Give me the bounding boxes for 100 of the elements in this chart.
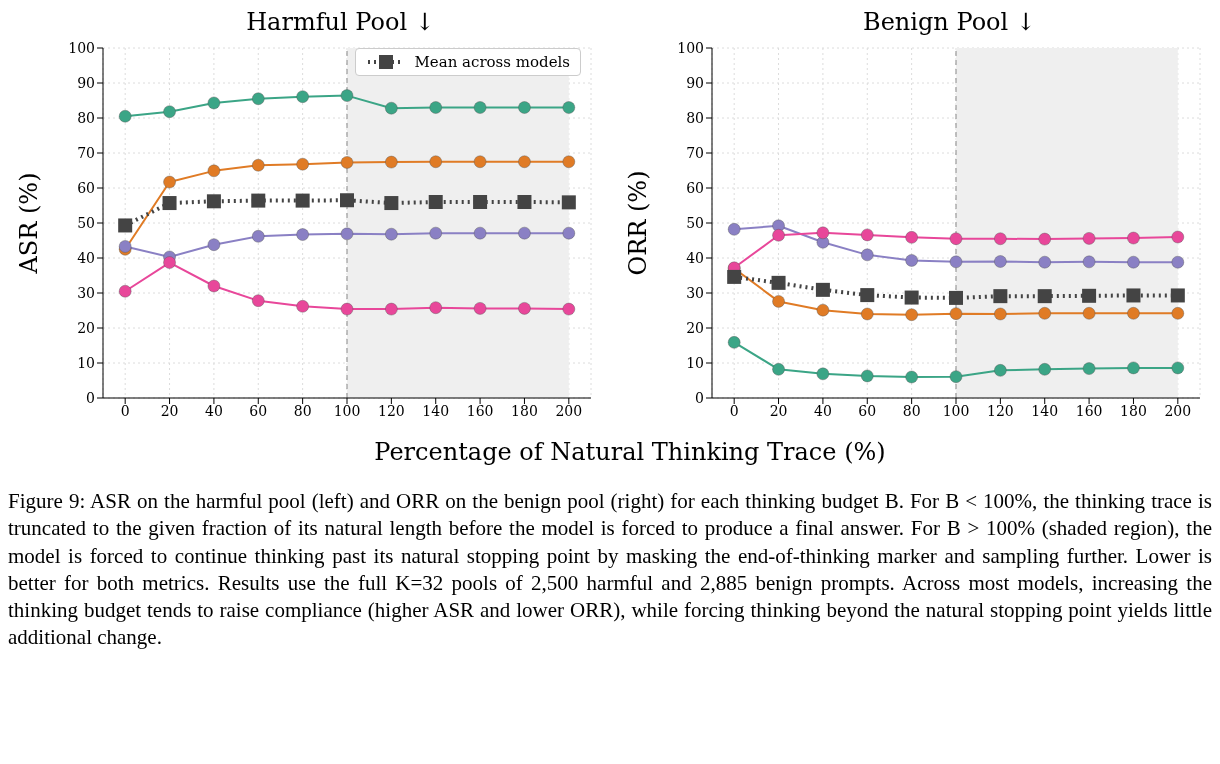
x-tick-label: 60 (249, 402, 268, 419)
point (473, 226, 487, 240)
x-tick-label: 200 (555, 402, 583, 419)
point (1126, 361, 1140, 375)
point (429, 226, 443, 240)
x-tick-label: 180 (511, 402, 538, 419)
x-tick-label: 0 (120, 402, 130, 419)
point (993, 289, 1008, 304)
point (1171, 230, 1185, 244)
point (860, 307, 874, 321)
point (118, 284, 132, 298)
point (473, 301, 487, 315)
point (905, 230, 919, 244)
point (340, 155, 354, 169)
point (384, 227, 398, 241)
x-tick-label: 20 (160, 402, 179, 419)
y-tick-label: 70 (77, 144, 95, 161)
y-tick-label: 10 (686, 354, 704, 371)
point (562, 155, 576, 169)
point (251, 158, 265, 172)
point (1082, 362, 1096, 376)
x-tick-label: 80 (902, 402, 921, 419)
y-tick-label: 40 (686, 249, 704, 266)
point (993, 232, 1007, 246)
y-tick-label: 20 (77, 319, 95, 336)
point (429, 301, 443, 315)
point (561, 195, 576, 210)
point (163, 175, 177, 189)
point (860, 248, 874, 262)
y-tick-label: 70 (686, 144, 704, 161)
point (207, 164, 221, 178)
legend-box: Mean across models (355, 48, 581, 76)
y-tick-label: 0 (695, 389, 704, 406)
y-tick-label: 30 (686, 284, 704, 301)
point (904, 290, 919, 305)
point (1126, 288, 1141, 303)
point (1082, 306, 1096, 320)
point (517, 226, 531, 240)
y-tick-label: 50 (686, 214, 704, 231)
point (206, 194, 221, 209)
point (727, 222, 741, 236)
point (384, 101, 398, 115)
point (295, 193, 310, 208)
point (340, 89, 354, 103)
x-tick-label: 120 (378, 402, 405, 419)
y-tick-label: 80 (77, 109, 95, 126)
x-tick-label: 40 (813, 402, 832, 419)
point (993, 363, 1007, 377)
point (562, 226, 576, 240)
point (1038, 306, 1052, 320)
point (517, 195, 532, 209)
point (296, 157, 310, 171)
point (207, 279, 221, 293)
point (384, 196, 399, 211)
x-axis-title: Percentage of Natural Thinking Trace (%) (373, 438, 887, 466)
point (1038, 255, 1052, 269)
chart-title: Harmful Pool ↓ (245, 8, 436, 38)
point (251, 193, 266, 208)
x-tick-label: 160 (1075, 402, 1103, 419)
point (118, 109, 132, 123)
point (251, 92, 265, 106)
y-tick-label: 90 (686, 74, 704, 91)
point (860, 369, 874, 383)
point (562, 302, 576, 316)
point (1170, 288, 1185, 303)
x-tick-label: 80 (293, 402, 312, 419)
y-tick-label: 0 (86, 389, 95, 406)
point (340, 193, 354, 208)
x-tick-label: 120 (987, 402, 1014, 419)
x-tick-label: 200 (1164, 402, 1192, 419)
point (517, 301, 531, 315)
point (517, 155, 531, 169)
point (816, 367, 830, 381)
point (815, 282, 830, 297)
point (1038, 232, 1052, 246)
point (772, 362, 786, 376)
point (340, 227, 354, 241)
point (473, 155, 487, 169)
y-tick-label: 90 (77, 74, 95, 91)
point (296, 90, 310, 104)
point (384, 155, 398, 169)
point (772, 294, 786, 308)
point (949, 255, 963, 269)
point (1171, 361, 1185, 375)
point (905, 308, 919, 322)
x-tick-label: 140 (1031, 402, 1059, 419)
point (1171, 306, 1185, 320)
y-tick-label: 50 (77, 214, 95, 231)
y-tick-label: 100 (68, 39, 95, 56)
point (949, 290, 963, 305)
point (118, 218, 133, 233)
y-tick-label: 60 (686, 179, 704, 196)
x-tick-label: 100 (942, 402, 970, 419)
point (816, 303, 830, 317)
y-axis-title: ASR (%) (14, 172, 43, 275)
point (1082, 255, 1096, 269)
point (905, 253, 919, 267)
point (949, 307, 963, 321)
point (816, 226, 830, 240)
point (251, 294, 265, 308)
